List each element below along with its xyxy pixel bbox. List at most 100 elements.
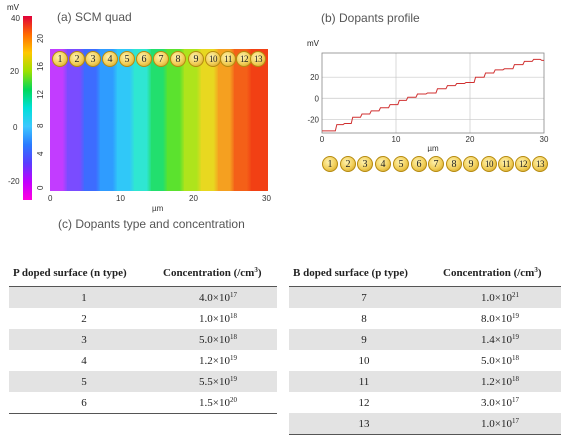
- region-id-cell: 12: [358, 396, 370, 409]
- concentration-cell: 1.0×1017: [439, 413, 561, 435]
- region-id-cell: 11: [289, 371, 439, 392]
- profile-x-tick: 0: [320, 135, 325, 144]
- colorbar-tick: 40: [11, 14, 20, 23]
- scm-y-tick: 0: [36, 185, 45, 190]
- table-row: 11 1.2×1018: [289, 371, 561, 392]
- dopant-profile-chart: 20 0 -20 0 10 20 30 µm: [307, 52, 549, 152]
- profile-region-label: 3: [357, 156, 373, 172]
- scm-band: [100, 49, 119, 191]
- profile-y-tick: -20: [307, 115, 319, 124]
- profile-x-tick: 30: [540, 135, 549, 144]
- scm-region-label: 3: [85, 51, 101, 67]
- scm-band: [150, 49, 169, 191]
- colorbar-tick: -20: [8, 177, 20, 186]
- profile-plot-frame: [321, 52, 545, 134]
- concentration-cell: 3.0×1017: [481, 395, 519, 409]
- profile-region-label: 4: [375, 156, 391, 172]
- table-row: 7 1.0×1021: [289, 286, 561, 308]
- scm-region-label: 2: [69, 51, 85, 67]
- scm-region-label: 11: [220, 51, 236, 67]
- profile-region-label: 2: [340, 156, 356, 172]
- colorbar-tick: 0: [13, 123, 18, 132]
- panel-b-title: (b) Dopants profile: [321, 11, 420, 25]
- profile-region-label: 1: [322, 156, 338, 172]
- region-id-cell: 13: [289, 413, 439, 435]
- concentration-cell: 1.0×1018: [199, 311, 237, 325]
- region-id-cell: 4: [81, 354, 87, 367]
- profile-region-label: 13: [532, 156, 548, 172]
- scm-region-label: 7: [153, 51, 169, 67]
- concentration-cell: 5.5×1019: [159, 371, 277, 392]
- region-id-cell: 2: [81, 312, 87, 325]
- scm-x-tick: 0: [48, 194, 53, 203]
- profile-region-labels: 1 2 3 4 5 6 7 8 9 10 11 12 13: [320, 156, 552, 174]
- profile-x-label: µm: [427, 144, 439, 152]
- profile-x-tick: 10: [392, 135, 401, 144]
- profile-region-label: 6: [411, 156, 427, 172]
- scm-x-tick: 20: [189, 194, 198, 203]
- scm-band: [83, 49, 102, 191]
- scm-x-tick: 10: [116, 194, 125, 203]
- scm-region-label: 9: [188, 51, 204, 67]
- profile-region-label: 5: [393, 156, 409, 172]
- scm-band: [66, 49, 85, 191]
- concentration-cell: 4.0×1017: [159, 286, 277, 308]
- table-row: 1 4.0×1017: [9, 286, 277, 308]
- panel-c-title: (c) Dopants type and concentration: [58, 217, 245, 231]
- scm-band: [184, 49, 202, 191]
- concentration-cell: 1.4×1019: [439, 329, 561, 350]
- scm-x-label: µm: [152, 204, 164, 213]
- scm-region-label: 4: [102, 51, 118, 67]
- scm-region-label: 8: [170, 51, 186, 67]
- profile-region-label: 7: [428, 156, 444, 172]
- region-id-cell: 1: [9, 286, 159, 308]
- table-row: 13 1.0×1017: [289, 413, 561, 435]
- region-id-cell: 8: [361, 312, 367, 325]
- table-row: 5 5.5×1019: [9, 371, 277, 392]
- table-row: 10 5.0×1018: [289, 350, 561, 371]
- table-row: 12 3.0×1017: [289, 392, 561, 413]
- scm-band: [50, 49, 68, 191]
- scm-region-label: 13: [250, 51, 266, 67]
- region-id-cell: 9: [289, 329, 439, 350]
- scm-y-tick: 16: [36, 62, 45, 71]
- scm-y-tick: 12: [36, 90, 45, 99]
- profile-y-tick: 20: [310, 73, 319, 82]
- colorbar: [23, 16, 32, 200]
- scm-region-label: 5: [119, 51, 135, 67]
- concentration-cell: 8.0×1019: [481, 311, 519, 325]
- scm-band: [251, 49, 268, 191]
- table-header-row: B doped surface (p type) Concentration (…: [289, 260, 561, 287]
- scm-region-labels: 1 2 3 4 5 6 7 8 9 10 11 12 13: [50, 51, 268, 67]
- table-row: 4 1.2×1019: [9, 350, 277, 371]
- table-row: 6 1.5×1020: [9, 392, 277, 414]
- profile-region-label: 11: [498, 156, 514, 172]
- p-doped-table: P doped surface (n type) Concentration (…: [9, 260, 277, 414]
- concentration-cell: 1.2×1018: [439, 371, 561, 392]
- region-id-cell: 6: [9, 392, 159, 414]
- b-doped-table: B doped surface (p type) Concentration (…: [289, 260, 561, 435]
- scm-band: [167, 49, 186, 191]
- scm-region-label: 6: [136, 51, 152, 67]
- concentration-cell: 1.0×1021: [439, 286, 561, 308]
- region-id-cell: 10: [358, 354, 370, 367]
- table-row: 3 5.0×1018: [9, 329, 277, 350]
- profile-y-unit: mV: [307, 39, 319, 48]
- profile-x-tick: 20: [466, 135, 475, 144]
- p-column-header-type: P doped surface (n type): [9, 260, 159, 287]
- p-column-header-concentration: Concentration (/cm3): [159, 260, 277, 287]
- scm-region-label: 1: [52, 51, 68, 67]
- scm-band: [200, 49, 219, 191]
- scm-region-label: 10: [205, 51, 221, 67]
- concentration-cell: 5.0×1018: [159, 329, 277, 350]
- profile-series-line: [322, 58, 544, 132]
- concentration-cell: 1.2×1019: [199, 353, 237, 367]
- scm-band: [234, 49, 253, 191]
- table-row: 2 1.0×1018: [9, 308, 277, 329]
- scm-y-tick: 20: [36, 34, 45, 43]
- scm-region-label: 12: [236, 51, 252, 67]
- colorbar-unit: mV: [7, 3, 19, 12]
- region-id-cell: 5: [9, 371, 159, 392]
- profile-region-label: 12: [515, 156, 531, 172]
- colorbar-tick: 20: [10, 67, 19, 76]
